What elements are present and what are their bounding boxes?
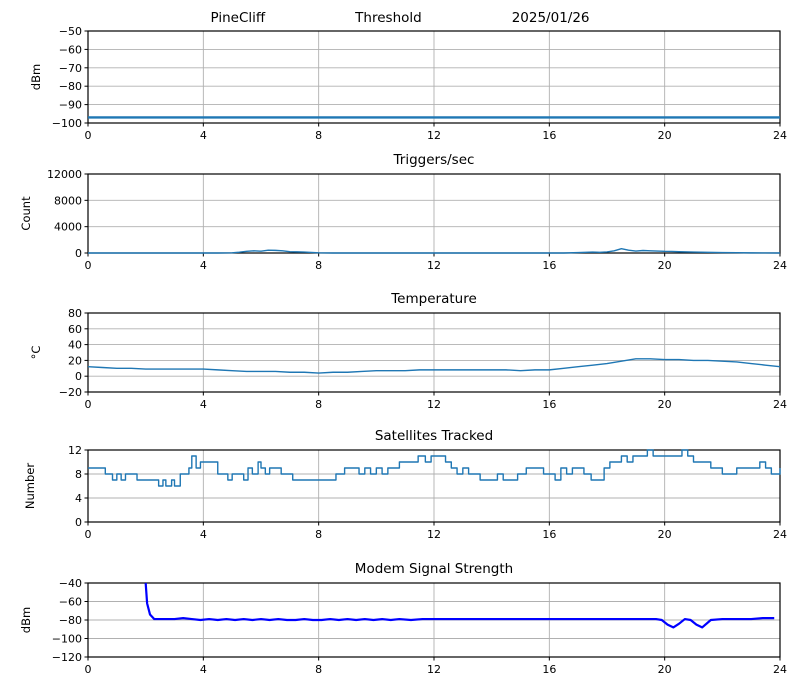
xtick-temperature: 24 <box>773 398 787 411</box>
xtick-threshold: 20 <box>658 129 672 142</box>
axes-modem: Modem Signal Strength −120 −100 −80 −60 −40 0 4… <box>19 561 787 676</box>
xtick-satellites: 16 <box>542 528 556 541</box>
xtick-triggers: 20 <box>658 259 672 272</box>
xtick-satellites: 8 <box>315 528 322 541</box>
ytick-satellites: 0 <box>75 516 82 529</box>
panel-title-modem: Modem Signal Strength <box>355 561 513 577</box>
ytick-temperature: 80 <box>68 307 82 320</box>
ytick-temperature: −20 <box>59 386 82 399</box>
xtick-temperature: 4 <box>200 398 207 411</box>
ytick-threshold: −60 <box>59 43 82 56</box>
xtick-temperature: 0 <box>85 398 92 411</box>
xtick-modem: 24 <box>773 663 787 676</box>
axes-satellites: Satellites Tracked 0 4 8 12 0 4 8 12 16 20 24 Number <box>23 428 787 541</box>
ytick-modem: −120 <box>52 651 82 664</box>
ytick-triggers: 8000 <box>54 194 82 207</box>
xtick-modem: 8 <box>315 663 322 676</box>
xtick-modem: 16 <box>542 663 556 676</box>
xtick-modem: 0 <box>85 663 92 676</box>
xtick-triggers: 4 <box>200 259 207 272</box>
ytick-temperature: 0 <box>75 370 82 383</box>
ytick-threshold: −80 <box>59 80 82 93</box>
xtick-threshold: 8 <box>315 129 322 142</box>
xtick-threshold: 12 <box>427 129 441 142</box>
header-station: PineCliff <box>210 10 266 26</box>
ytick-satellites: 12 <box>68 444 82 457</box>
xtick-threshold: 24 <box>773 129 787 142</box>
ytick-modem: −100 <box>52 633 82 646</box>
panel-temperature: Temperature −20 0 20 40 60 80 0 4 8 12 16 20 24 °C <box>0 280 800 432</box>
panel-threshold: −100 −90 −80 −70 −60 −50 0 4 8 12 16 20 24 dBm <box>0 0 800 163</box>
ytick-modem: −40 <box>59 577 82 590</box>
ytick-triggers: 4000 <box>54 221 82 234</box>
xtick-threshold: 16 <box>542 129 556 142</box>
header-mode: Threshold <box>355 10 422 26</box>
xtick-satellites: 12 <box>427 528 441 541</box>
ytick-temperature: 60 <box>68 323 82 336</box>
xtick-triggers: 0 <box>85 259 92 272</box>
ytick-satellites: 4 <box>75 492 82 505</box>
ytick-threshold: −100 <box>52 117 82 130</box>
ytick-triggers: 12000 <box>47 168 82 181</box>
xtick-triggers: 12 <box>427 259 441 272</box>
xtick-temperature: 16 <box>542 398 556 411</box>
panel-title-triggers: Triggers/sec <box>393 152 475 168</box>
ytick-triggers: 0 <box>75 247 82 260</box>
xtick-temperature: 12 <box>427 398 441 411</box>
panel-triggers: Triggers/sec 0 4000 8000 12000 0 4 8 12 16 20 24 Cou… <box>0 140 800 293</box>
ytick-threshold: −70 <box>59 62 82 75</box>
xtick-satellites: 24 <box>773 528 787 541</box>
ytick-satellites: 8 <box>75 468 82 481</box>
axes-triggers: Triggers/sec 0 4000 8000 12000 0 4 8 12 16 20 24 Cou… <box>19 152 787 272</box>
xtick-temperature: 20 <box>658 398 672 411</box>
xtick-modem: 12 <box>427 663 441 676</box>
ytick-modem: −80 <box>59 614 82 627</box>
xtick-modem: 20 <box>658 663 672 676</box>
data-line-triggers <box>88 248 781 254</box>
xtick-threshold: 4 <box>200 129 207 142</box>
axes-threshold: −100 −90 −80 −70 −60 −50 0 4 8 12 16 20 24 dBm <box>29 25 787 142</box>
xtick-satellites: 0 <box>85 528 92 541</box>
xtick-triggers: 8 <box>315 259 322 272</box>
data-line-temperature <box>87 358 781 374</box>
ytick-temperature: 20 <box>68 354 82 367</box>
ytick-threshold: −50 <box>59 25 82 38</box>
ytick-threshold: −90 <box>59 99 82 112</box>
data-line-modem <box>144 582 775 629</box>
ytick-modem: −60 <box>59 596 82 609</box>
xtick-temperature: 8 <box>315 398 322 411</box>
ylabel-modem: dBm <box>19 607 33 633</box>
xtick-satellites: 4 <box>200 528 207 541</box>
panel-modem: Modem Signal Strength −120 −100 −80 −60 −40 0 4… <box>0 555 800 697</box>
figure-header: PineCliff Threshold 2025/01/26 <box>0 8 800 28</box>
panel-title-temperature: Temperature <box>390 291 477 307</box>
ylabel-temperature: °C <box>29 346 43 360</box>
panel-satellites: Satellites Tracked 0 4 8 12 0 4 8 12 16 20 24 Number <box>0 420 800 562</box>
xtick-modem: 4 <box>200 663 207 676</box>
xtick-satellites: 20 <box>658 528 672 541</box>
header-date: 2025/01/26 <box>511 10 590 26</box>
xtick-triggers: 24 <box>773 259 787 272</box>
data-line-satellites <box>88 449 781 487</box>
ytick-temperature: 40 <box>68 339 82 352</box>
ylabel-satellites: Number <box>23 463 37 509</box>
ylabel-triggers: Count <box>19 196 33 231</box>
xtick-threshold: 0 <box>85 129 92 142</box>
ylabel-threshold: dBm <box>29 64 43 90</box>
panel-title-satellites: Satellites Tracked <box>375 428 493 444</box>
xtick-triggers: 16 <box>542 259 556 272</box>
